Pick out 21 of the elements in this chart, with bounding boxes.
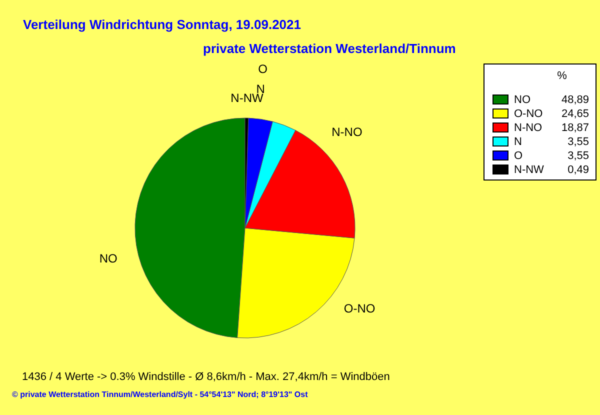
legend-label: N-NW <box>514 164 545 176</box>
data-label: 18,87 <box>561 122 589 134</box>
slice-label: NO <box>99 251 118 266</box>
legend-title: % <box>557 70 568 82</box>
data-label: 0,49 <box>568 164 589 176</box>
text: 1436 / 4 Werte -> 0.3% Windstille - Ø 8,6km/h - Max. 27,4km/h = Windböen <box>22 371 390 383</box>
legend-label: O <box>514 150 523 162</box>
text: © private Wetterstation Tinnum/Westerland/Sylt - 54°54'13" Nord; 8°19'13" Ost <box>12 390 308 399</box>
data-label: 3,55 <box>568 136 589 148</box>
data-label: 24,65 <box>561 108 589 120</box>
data-label: 3,55 <box>568 150 589 162</box>
legend-label: O-NO <box>514 108 544 120</box>
chart-title: Verteilung Windrichtung Sonntag, 19.09.2021 <box>23 17 301 32</box>
legend-label: NO <box>514 94 531 106</box>
slice-label: O-NO <box>344 301 376 316</box>
legend-label: N <box>514 136 522 148</box>
slice-label: N-NO <box>332 125 362 140</box>
data-label: 48,89 <box>561 94 589 106</box>
chart-subtitle: private Wetterstation Westerland/Tinnum <box>203 41 456 56</box>
category-label: O <box>258 62 268 76</box>
legend-label: N-NO <box>514 122 543 134</box>
